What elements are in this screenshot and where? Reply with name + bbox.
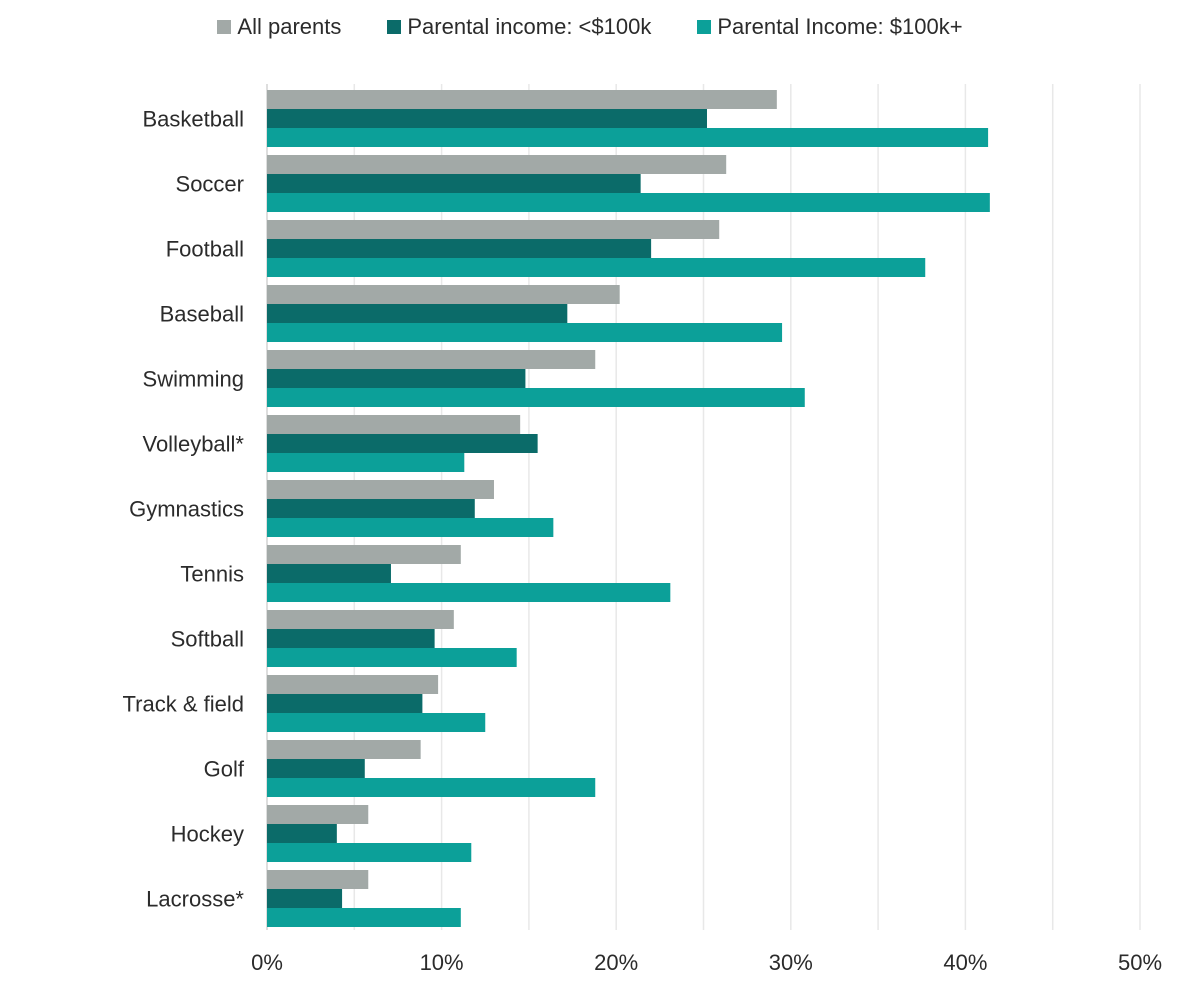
category-label: Lacrosse* (146, 887, 244, 912)
bar (267, 193, 990, 212)
chart-legend: All parents Parental income: <$100k Pare… (0, 14, 1180, 40)
bar (267, 610, 454, 629)
category-label: Track & field (123, 692, 244, 717)
bar (267, 870, 369, 889)
bar (267, 740, 421, 759)
category-label: Hockey (171, 822, 244, 847)
bar (267, 805, 369, 824)
bar (267, 480, 494, 499)
bar (267, 908, 461, 927)
category-label: Tennis (180, 562, 244, 587)
category-label: Football (166, 237, 244, 262)
x-tick-label: 20% (594, 950, 638, 975)
bar (267, 778, 596, 797)
x-tick-label: 40% (943, 950, 987, 975)
legend-item-all-parents: All parents (217, 14, 341, 40)
legend-label-income-under-100k: Parental income: <$100k (407, 14, 652, 39)
x-tick-label: 10% (420, 950, 464, 975)
bar (267, 675, 439, 694)
bar (267, 889, 343, 908)
legend-swatch-income-under-100k (387, 20, 402, 34)
bar (267, 545, 461, 564)
category-label: Soccer (176, 172, 244, 197)
bar (267, 258, 926, 277)
bar (267, 434, 538, 453)
category-label: Baseball (160, 302, 244, 327)
legend-label-all-parents: All parents (237, 14, 342, 39)
legend-label-income-100k-plus: Parental Income: $100k+ (717, 14, 963, 39)
bar (267, 583, 671, 602)
bar (267, 824, 337, 843)
bar (267, 128, 989, 147)
category-label: Softball (171, 627, 244, 652)
bar (267, 648, 517, 667)
bar (267, 694, 423, 713)
bar (267, 499, 475, 518)
x-tick-label: 30% (769, 950, 813, 975)
bar (267, 564, 391, 583)
legend-swatch-all-parents (217, 20, 232, 34)
bar (267, 518, 554, 537)
category-label: Volleyball* (142, 432, 244, 457)
bar (267, 285, 620, 304)
bar (267, 239, 652, 258)
bar (267, 90, 777, 109)
bar (267, 304, 568, 323)
bar (267, 220, 720, 239)
x-tick-label: 0% (251, 950, 283, 975)
bar (267, 629, 435, 648)
legend-swatch-income-100k-plus (697, 20, 712, 34)
bar (267, 174, 641, 193)
category-label: Gymnastics (129, 497, 244, 522)
bar (267, 453, 465, 472)
category-label: Basketball (142, 107, 244, 132)
bar (267, 415, 521, 434)
category-label: Golf (204, 757, 245, 782)
legend-item-income-under-100k: Parental income: <$100k (387, 14, 651, 40)
bar (267, 388, 805, 407)
bar (267, 323, 783, 342)
bar (267, 759, 365, 778)
bar (267, 109, 707, 128)
bar (267, 843, 472, 862)
x-tick-label: 50% (1118, 950, 1162, 975)
category-label: Swimming (143, 367, 244, 392)
bar (267, 713, 486, 732)
legend-item-income-100k-plus: Parental Income: $100k+ (697, 14, 963, 40)
bar (267, 350, 596, 369)
bar (267, 369, 526, 388)
bar (267, 155, 727, 174)
